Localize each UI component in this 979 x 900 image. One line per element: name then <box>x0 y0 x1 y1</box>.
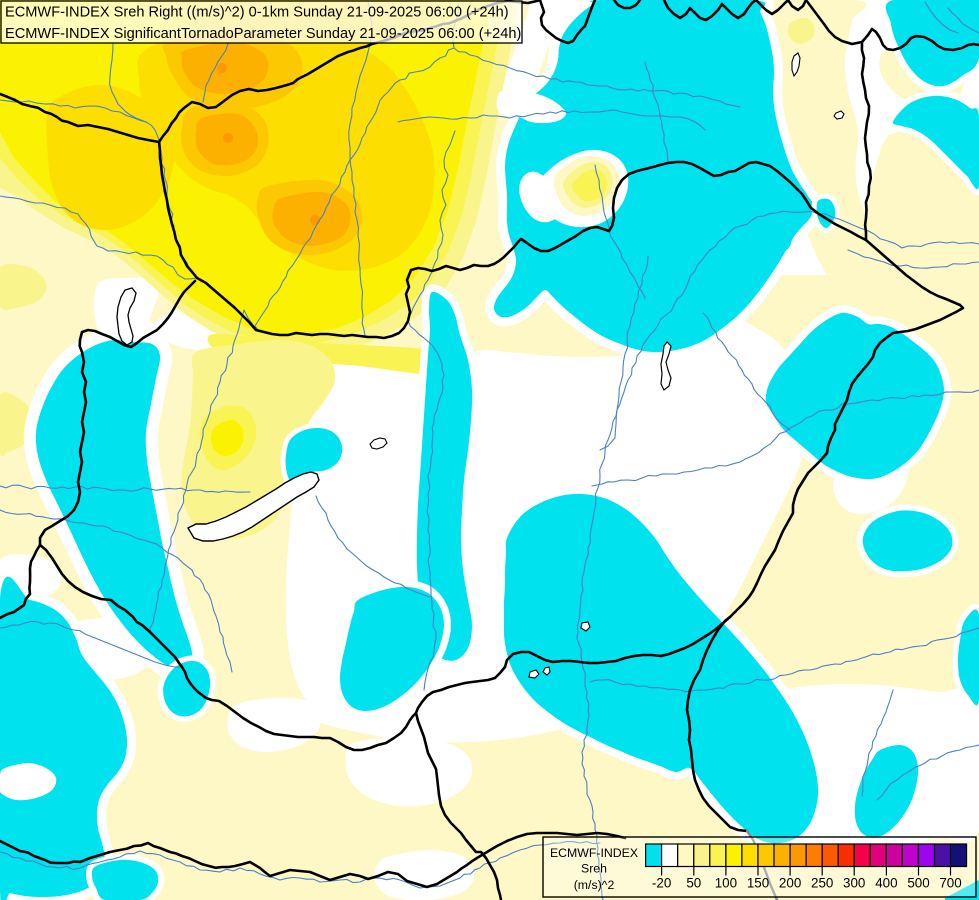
svg-text:ECMWF-INDEX SignificantTornado: ECMWF-INDEX SignificantTornadoParameter … <box>5 26 521 42</box>
svg-text:-20: -20 <box>652 876 671 891</box>
svg-text:500: 500 <box>907 876 929 891</box>
svg-text:300: 300 <box>843 876 865 891</box>
svg-text:50: 50 <box>686 876 701 891</box>
svg-text:150: 150 <box>747 876 769 891</box>
svg-text:ECMWF-INDEX Sreh Right ((m/s)^: ECMWF-INDEX Sreh Right ((m/s)^2) 0-1km S… <box>5 5 509 21</box>
svg-text:(m/s)^2: (m/s)^2 <box>574 878 615 892</box>
svg-text:400: 400 <box>875 876 897 891</box>
svg-text:250: 250 <box>811 876 833 891</box>
svg-text:100: 100 <box>715 876 737 891</box>
svg-text:700: 700 <box>939 876 961 891</box>
svg-text:200: 200 <box>779 876 801 891</box>
svg-text:ECMWF-INDEX: ECMWF-INDEX <box>550 846 638 860</box>
svg-text:Sreh: Sreh <box>581 862 607 876</box>
